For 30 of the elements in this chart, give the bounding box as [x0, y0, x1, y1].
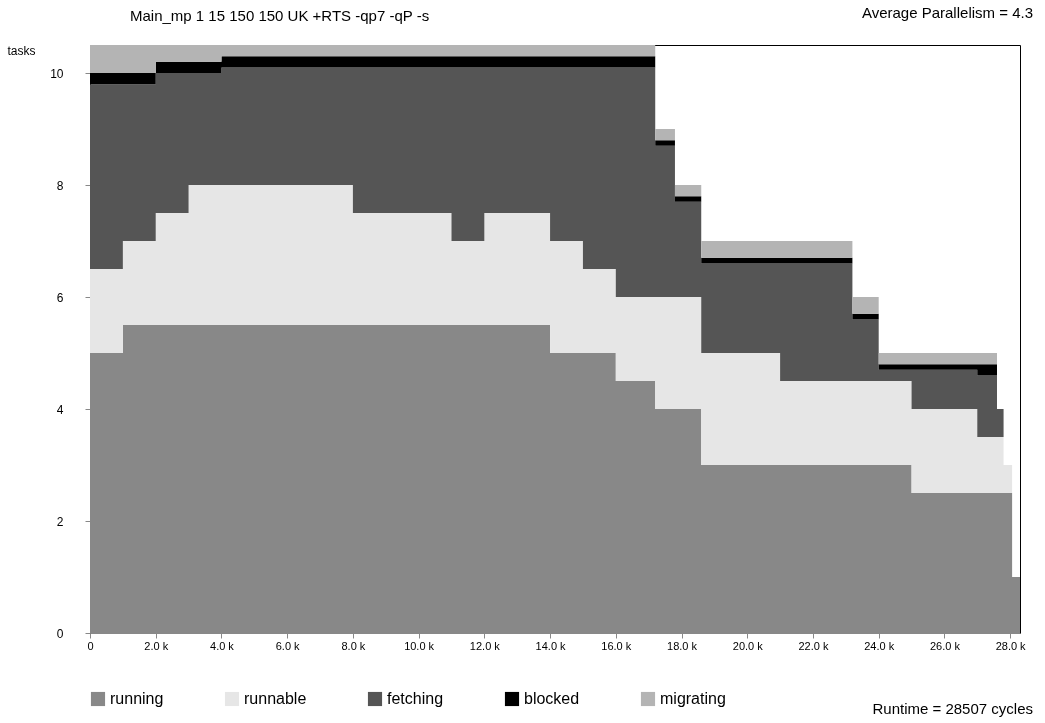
- legend-label: fetching: [387, 690, 444, 707]
- y-tick-label: 8: [56, 178, 64, 193]
- x-tick-label: 20.0 k: [732, 639, 764, 652]
- x-tick-label: 22.0 k: [798, 639, 829, 652]
- text: Runtime = 28507 cycles: [872, 700, 1033, 717]
- y-tick-label: 6: [56, 290, 64, 305]
- x-tick-label: 4.0 k: [210, 639, 235, 652]
- legend-label: runnable: [244, 690, 307, 707]
- y-tick-label: 4: [56, 402, 64, 417]
- y-tick-label: 2: [56, 514, 64, 529]
- x-tick-label: 8.0 k: [341, 639, 366, 652]
- legend-label: running: [110, 690, 164, 707]
- x-tick-label: 12.0 k: [469, 639, 501, 652]
- x-tick-label: 10.0 k: [404, 639, 435, 652]
- x-tick-label: 14.0 k: [535, 639, 567, 652]
- x-tick-label: 18.0 k: [667, 639, 698, 652]
- chart-title: Main_mp 1 15 150 150 UK +RTS -qp7 -qP -s: [130, 7, 430, 24]
- x-tick-label: 0: [87, 639, 94, 652]
- y-tick-label: 10: [50, 66, 64, 81]
- y-tick-label: 0: [56, 626, 64, 641]
- y-axis-title: tasks: [7, 43, 36, 58]
- x-tick-label: 26.0 k: [929, 639, 961, 652]
- text: Average Parallelism = 4.3: [861, 4, 1033, 21]
- x-tick-label: 16.0 k: [601, 639, 632, 652]
- legend-label: migrating: [660, 690, 726, 707]
- x-tick-label: 28.0 k: [995, 639, 1027, 652]
- x-tick-label: 6.0 k: [275, 639, 301, 652]
- x-tick-label: 24.0 k: [864, 639, 895, 652]
- x-tick-label: 2.0 k: [144, 639, 169, 652]
- legend-label: blocked: [524, 690, 580, 707]
